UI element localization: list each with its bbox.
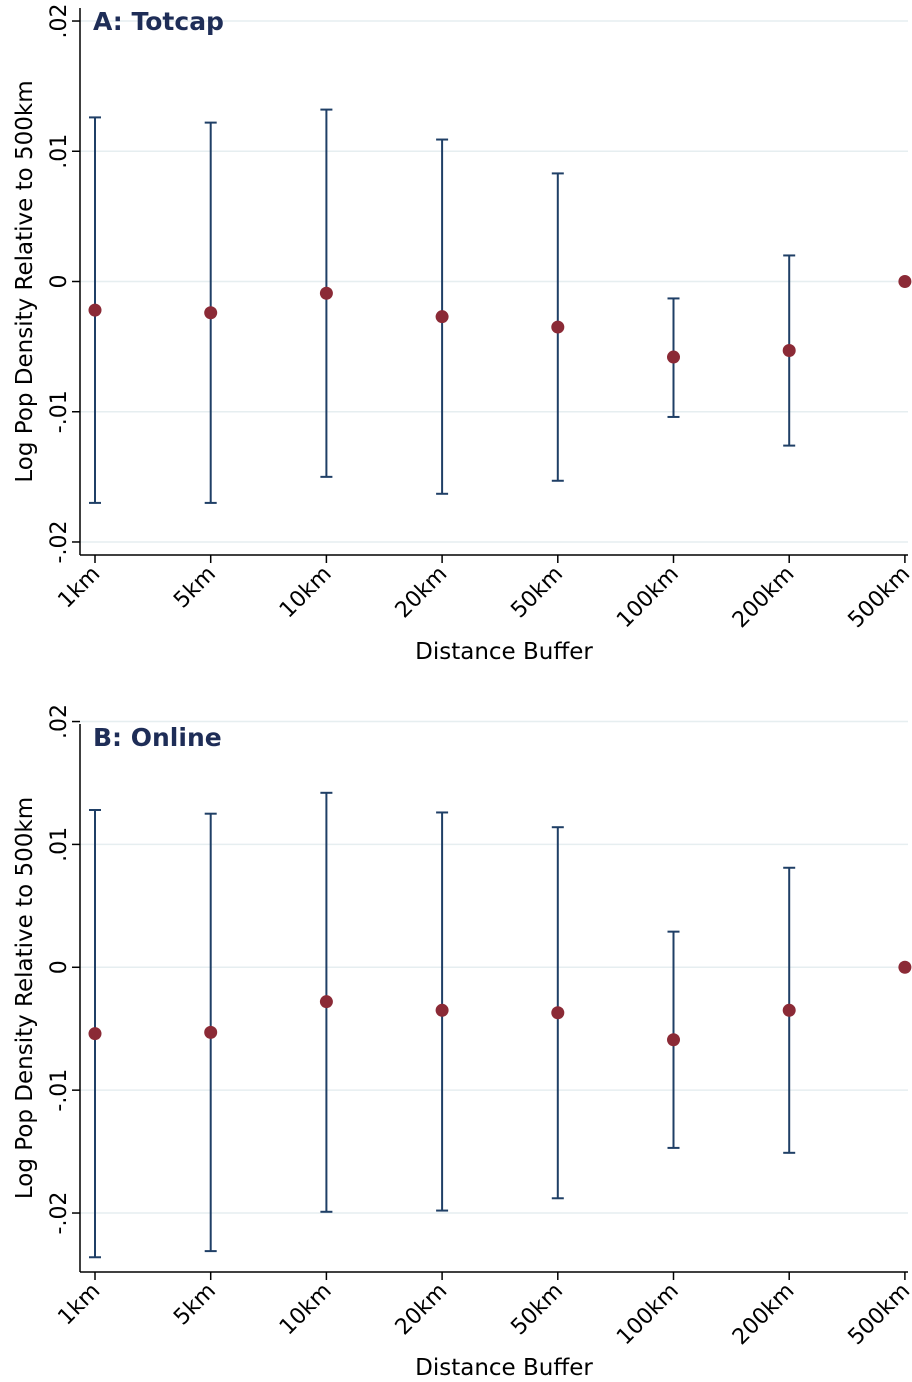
data-point — [551, 1006, 565, 1020]
y-axis-title: Log Pop Density Relative to 500km — [12, 797, 38, 1199]
y-tick-label: .01 — [47, 827, 72, 862]
data-point — [898, 960, 912, 974]
data-point — [204, 306, 218, 320]
y-tick-label: 0 — [47, 275, 72, 289]
x-tick-label: 5km — [169, 1279, 221, 1331]
x-tick-label: 10km — [275, 1279, 337, 1341]
x-axis-title: Distance Buffer — [415, 639, 593, 665]
x-tick-label: 50km — [506, 562, 568, 624]
y-axis-title: Log Pop Density Relative to 500km — [12, 80, 38, 482]
panel-title: A: Totcap — [93, 7, 224, 36]
data-point — [782, 344, 796, 358]
data-point — [667, 1033, 680, 1047]
x-tick-label: 1km — [54, 562, 106, 614]
data-point — [435, 310, 449, 324]
x-tick-label: 500km — [844, 1279, 912, 1351]
data-point — [782, 1003, 796, 1017]
data-point — [435, 1003, 449, 1017]
y-tick-label: -.02 — [47, 1192, 72, 1235]
x-tick-label: 20km — [391, 1279, 453, 1341]
x-tick-label: 1km — [54, 1279, 106, 1331]
x-tick-label: 20km — [391, 562, 453, 624]
x-tick-label: 5km — [169, 562, 221, 614]
x-tick-label: 100km — [612, 562, 684, 634]
x-tick-label: 10km — [275, 562, 337, 624]
x-tick-label: 200km — [728, 562, 800, 634]
y-tick-label: .01 — [47, 134, 72, 169]
x-tick-label: 50km — [506, 1279, 568, 1341]
y-tick-label: .02 — [47, 4, 72, 39]
data-point — [898, 275, 912, 288]
data-point — [204, 1025, 218, 1039]
data-point — [88, 1027, 102, 1041]
y-tick-label: .02 — [47, 704, 72, 739]
x-axis-title: Distance Buffer — [415, 1355, 593, 1381]
x-tick-label: 200km — [728, 1279, 800, 1351]
data-point — [551, 320, 565, 334]
data-point — [319, 286, 333, 300]
data-point — [88, 303, 102, 317]
data-point — [667, 350, 680, 364]
panel-b: .02 .01 0 -.01 -.02 1km 5km 10km 20km 50km 100km 20… — [12, 704, 912, 1381]
panel-title: B: Online — [93, 723, 222, 752]
x-tick-label: 100km — [612, 1279, 684, 1351]
y-tick-label: -.01 — [47, 390, 72, 433]
y-tick-label: -.01 — [47, 1069, 72, 1112]
data-point — [319, 995, 333, 1009]
x-tick-label: 500km — [844, 562, 912, 634]
y-tick-label: -.02 — [47, 521, 72, 564]
y-tick-label: 0 — [47, 960, 72, 974]
